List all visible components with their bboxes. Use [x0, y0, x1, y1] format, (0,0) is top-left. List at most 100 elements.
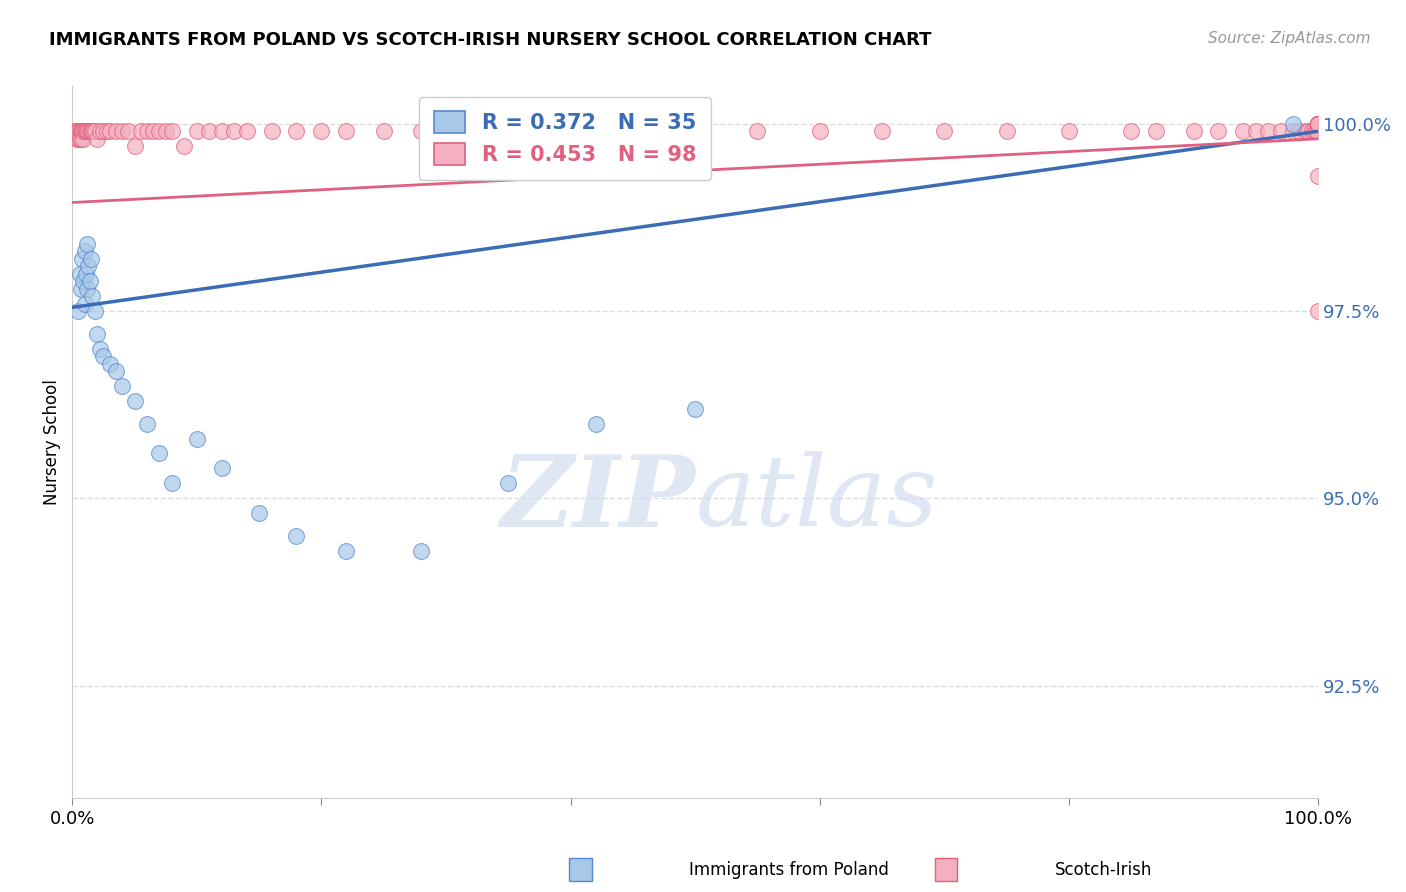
Point [1282, 117, 1305, 131]
Point [80, 124, 103, 138]
Point [1308, 117, 1330, 131]
Point [67, 304, 90, 318]
Point [1308, 117, 1330, 131]
Point [335, 124, 357, 138]
Point [285, 124, 308, 138]
Point [1308, 117, 1330, 131]
Point [1308, 304, 1330, 318]
Point [1308, 117, 1330, 131]
Point [285, 529, 308, 543]
Point [1308, 117, 1330, 131]
Point [1308, 117, 1330, 131]
Point [67, 132, 90, 146]
Legend: R = 0.372   N = 35, R = 0.453   N = 98: R = 0.372 N = 35, R = 0.453 N = 98 [419, 96, 710, 180]
Point [79, 274, 101, 288]
Point [1308, 117, 1330, 131]
Point [98, 124, 121, 138]
Point [82, 124, 104, 138]
Point [76, 282, 98, 296]
Point [1305, 124, 1327, 138]
Point [136, 124, 159, 138]
Point [211, 461, 233, 475]
Point [335, 544, 357, 558]
Point [1308, 117, 1330, 131]
Point [498, 476, 520, 491]
Point [683, 401, 706, 416]
Text: Scotch-Irish: Scotch-Irish [1054, 861, 1152, 879]
Point [870, 124, 893, 138]
Point [1308, 117, 1330, 131]
Point [934, 124, 956, 138]
Point [82, 289, 104, 303]
Point [808, 124, 831, 138]
Point [373, 124, 395, 138]
Point [75, 124, 97, 138]
Point [211, 124, 233, 138]
Point [89, 124, 111, 138]
Point [111, 124, 134, 138]
Point [498, 124, 520, 138]
Point [434, 124, 457, 138]
Point [73, 124, 96, 138]
Point [72, 132, 94, 146]
Point [995, 124, 1018, 138]
Point [1295, 124, 1317, 138]
Point [1282, 124, 1305, 138]
Point [82, 124, 104, 138]
Point [160, 476, 183, 491]
Point [80, 252, 103, 266]
Point [409, 124, 432, 138]
Point [70, 124, 93, 138]
Point [1308, 169, 1330, 184]
Point [66, 124, 89, 138]
Point [70, 124, 93, 138]
Point [86, 326, 108, 341]
Point [235, 124, 257, 138]
Point [67, 124, 90, 138]
Point [124, 394, 146, 409]
Point [98, 357, 121, 371]
Point [148, 446, 170, 460]
Text: ZIP: ZIP [501, 451, 695, 548]
Point [186, 124, 208, 138]
Point [1121, 124, 1143, 138]
Point [86, 132, 108, 146]
Point [224, 124, 246, 138]
Point [1308, 117, 1330, 131]
Point [1308, 117, 1330, 131]
Point [83, 124, 105, 138]
Point [73, 124, 96, 138]
Point [1296, 124, 1319, 138]
Point [70, 124, 93, 138]
Point [76, 236, 98, 251]
Point [75, 267, 97, 281]
Point [155, 124, 177, 138]
Point [148, 124, 170, 138]
Point [63, 124, 86, 138]
Point [1257, 124, 1279, 138]
Point [69, 132, 91, 146]
Point [1270, 124, 1292, 138]
Point [409, 544, 432, 558]
Text: Source: ZipAtlas.com: Source: ZipAtlas.com [1208, 31, 1371, 46]
Point [747, 124, 769, 138]
Point [186, 432, 208, 446]
Point [1288, 124, 1310, 138]
Point [160, 124, 183, 138]
Point [77, 124, 100, 138]
Text: Immigrants from Poland: Immigrants from Poland [689, 861, 889, 879]
Point [1308, 117, 1330, 131]
Point [1208, 124, 1230, 138]
Point [79, 124, 101, 138]
Point [683, 124, 706, 138]
Point [66, 132, 89, 146]
Y-axis label: Nursery School: Nursery School [44, 379, 60, 505]
Point [89, 342, 111, 356]
Point [1308, 117, 1330, 131]
Text: atlas: atlas [695, 451, 938, 547]
Point [124, 139, 146, 153]
Point [1308, 117, 1330, 131]
Point [1303, 124, 1326, 138]
Point [93, 349, 115, 363]
Point [621, 124, 644, 138]
